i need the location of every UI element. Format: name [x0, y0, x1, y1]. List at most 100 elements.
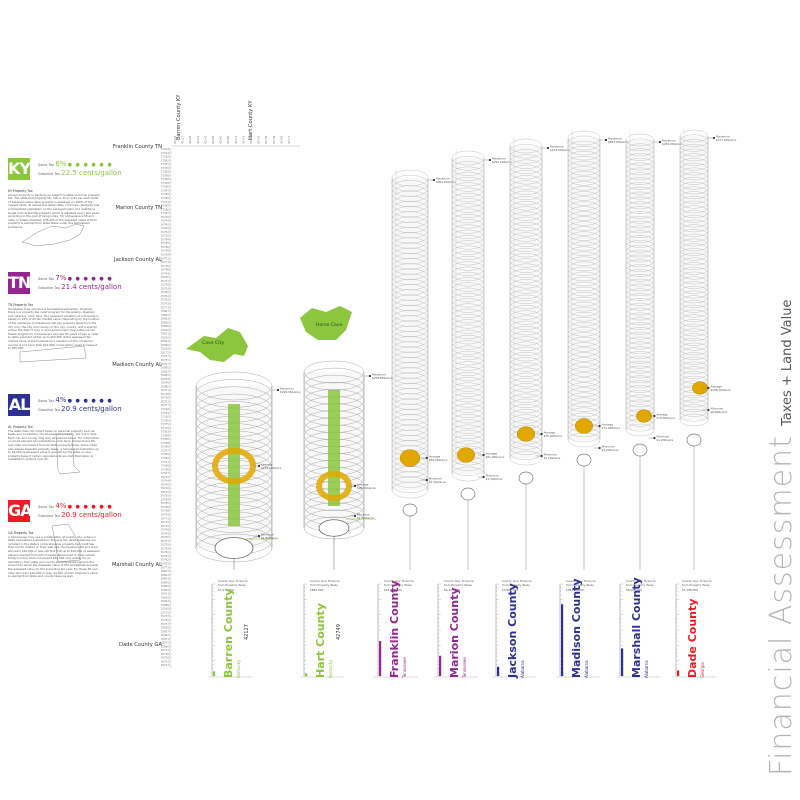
cylinder-ring: [679, 172, 709, 185]
callout-value: $74,000/acre: [602, 426, 621, 430]
cylinder-ring: [451, 366, 485, 382]
zip-code: 35757: [161, 539, 170, 543]
cylinder-ring: [303, 360, 365, 384]
revenue-bar: [621, 648, 624, 676]
callout-label: Average: [710, 385, 722, 389]
cylinder-ring: [625, 288, 655, 301]
state-code-badge: KY: [8, 158, 31, 180]
cylinder-ring: [625, 254, 655, 268]
county-name: Barren County: [222, 589, 235, 679]
zip-code: 35757: [161, 622, 170, 626]
cylinder-ring: [625, 385, 655, 398]
property-tax-text: TN Property Tax Tennessee does not have a…: [8, 303, 100, 351]
callout-value: $277,000/acre: [716, 138, 737, 142]
cylinder-ring: [509, 144, 543, 159]
callout-label: Maximum: [372, 373, 386, 377]
zip-code: 35803: [161, 577, 170, 581]
zip-code: 37383: [161, 430, 170, 434]
property-tax-text: GA Property Tax A homeowner may use a com…: [8, 531, 100, 579]
cylinder-ring: [451, 282, 485, 297]
revenue-value: $1,786,000: [682, 588, 698, 592]
cylinder-ring: [679, 162, 709, 176]
zip-code: 35763: [161, 301, 170, 305]
county-name: Jackson County: [506, 583, 519, 679]
zip-code: 35962: [161, 373, 170, 377]
cylinder-ring: [509, 216, 543, 232]
zip-code: 30752: [161, 659, 170, 663]
title-main: Financial Assessment: [764, 435, 799, 776]
cylinder-ring: [679, 276, 709, 289]
zip-code: 35760: [161, 290, 170, 294]
cylinder-ring: [567, 352, 601, 367]
zip-code: 30757: [161, 403, 170, 407]
cylinder-ring: [625, 259, 655, 272]
cylinder-ring: [679, 215, 709, 228]
cylinder-ring: [509, 388, 543, 403]
cylinder-ring: [391, 341, 429, 358]
cylinder-ring: [509, 180, 543, 195]
cylinder-ring: [679, 328, 709, 341]
county-column-marion-county: County Gov. Financia from Property Taxes…: [434, 579, 478, 679]
cylinder-ring: [567, 191, 601, 206]
cylinder-ring: [509, 445, 543, 460]
revenue-label: from Property Taxes: [626, 583, 654, 587]
cylinder-ring: [567, 387, 601, 402]
cylinder-madison-county: Maximum$893,000/acre Average$74,000/acre M…: [567, 130, 629, 570]
cylinder-ring: [451, 298, 485, 313]
cylinder-ring: [567, 155, 601, 171]
callout-label: Average: [544, 431, 556, 435]
cylinder-ring: [451, 393, 485, 408]
cylinder-ring: [509, 196, 543, 211]
callout-dot: [598, 424, 601, 428]
cylinder-ring: [679, 409, 709, 422]
cylinder-ring: [509, 170, 543, 185]
cylinder-ring: [451, 340, 485, 355]
cylinder-ring: [391, 289, 429, 306]
revenue-value: $3,686,000: [502, 588, 518, 592]
zip-code: 37356: [161, 452, 170, 456]
revenue-bar: [561, 604, 564, 676]
zip-code: 35761: [161, 294, 170, 298]
zip-code: 35896: [161, 343, 170, 347]
cylinder-ring: [625, 336, 655, 350]
cylinder-ring: [391, 206, 429, 223]
zip-code: 37345: [161, 158, 170, 162]
zip-code: 37376: [161, 166, 170, 170]
zip-code: 37375: [161, 422, 170, 426]
cylinder-ring: [625, 327, 655, 340]
town-label: Horse Cave: [316, 322, 343, 328]
row-label: Franklin County TN: [113, 144, 162, 150]
cylinder-ring: [679, 186, 709, 199]
zip-code: 37347: [161, 448, 170, 452]
cylinder-ring: [391, 242, 429, 259]
zip-code: 35950: [161, 366, 170, 370]
cylinder-ring: [391, 398, 429, 415]
column-zip: 42746: [264, 135, 268, 144]
revenue-label: from Property Taxes: [444, 583, 472, 587]
cylinder-ring: [391, 258, 429, 275]
cylinder-ring: [509, 294, 543, 310]
cylinder-ring: [509, 258, 543, 273]
cylinder-ring: [391, 315, 429, 332]
cylinder-ring: [625, 370, 655, 384]
cylinder-ring: [567, 145, 601, 161]
cylinder-ring: [391, 299, 429, 317]
cylinder-ring: [509, 274, 543, 289]
cylinder-ring: [679, 319, 709, 332]
state-code-badge: AL: [8, 394, 30, 416]
cylinder-ring: [509, 185, 543, 200]
cylinder-ring: [679, 361, 709, 375]
zip-code: 37397: [161, 211, 170, 215]
cylinder-ring: [567, 130, 601, 146]
revenue-label: from Property Taxes: [384, 583, 412, 587]
callout-value: $76,000/acre: [656, 416, 675, 420]
cylinder-ring: [509, 138, 543, 154]
cylinder-ring: [391, 169, 429, 187]
callout-dot: [257, 464, 261, 468]
cylinder-ring: [509, 248, 543, 263]
cylinder-dade-county: Maximum$277,000/acre Average$196,700/acre…: [679, 128, 737, 570]
column-zip: 42171: [234, 135, 238, 144]
zip-code: 35758: [161, 543, 170, 547]
cylinder-ring: [567, 337, 601, 352]
zip-code: 37383: [161, 170, 170, 174]
